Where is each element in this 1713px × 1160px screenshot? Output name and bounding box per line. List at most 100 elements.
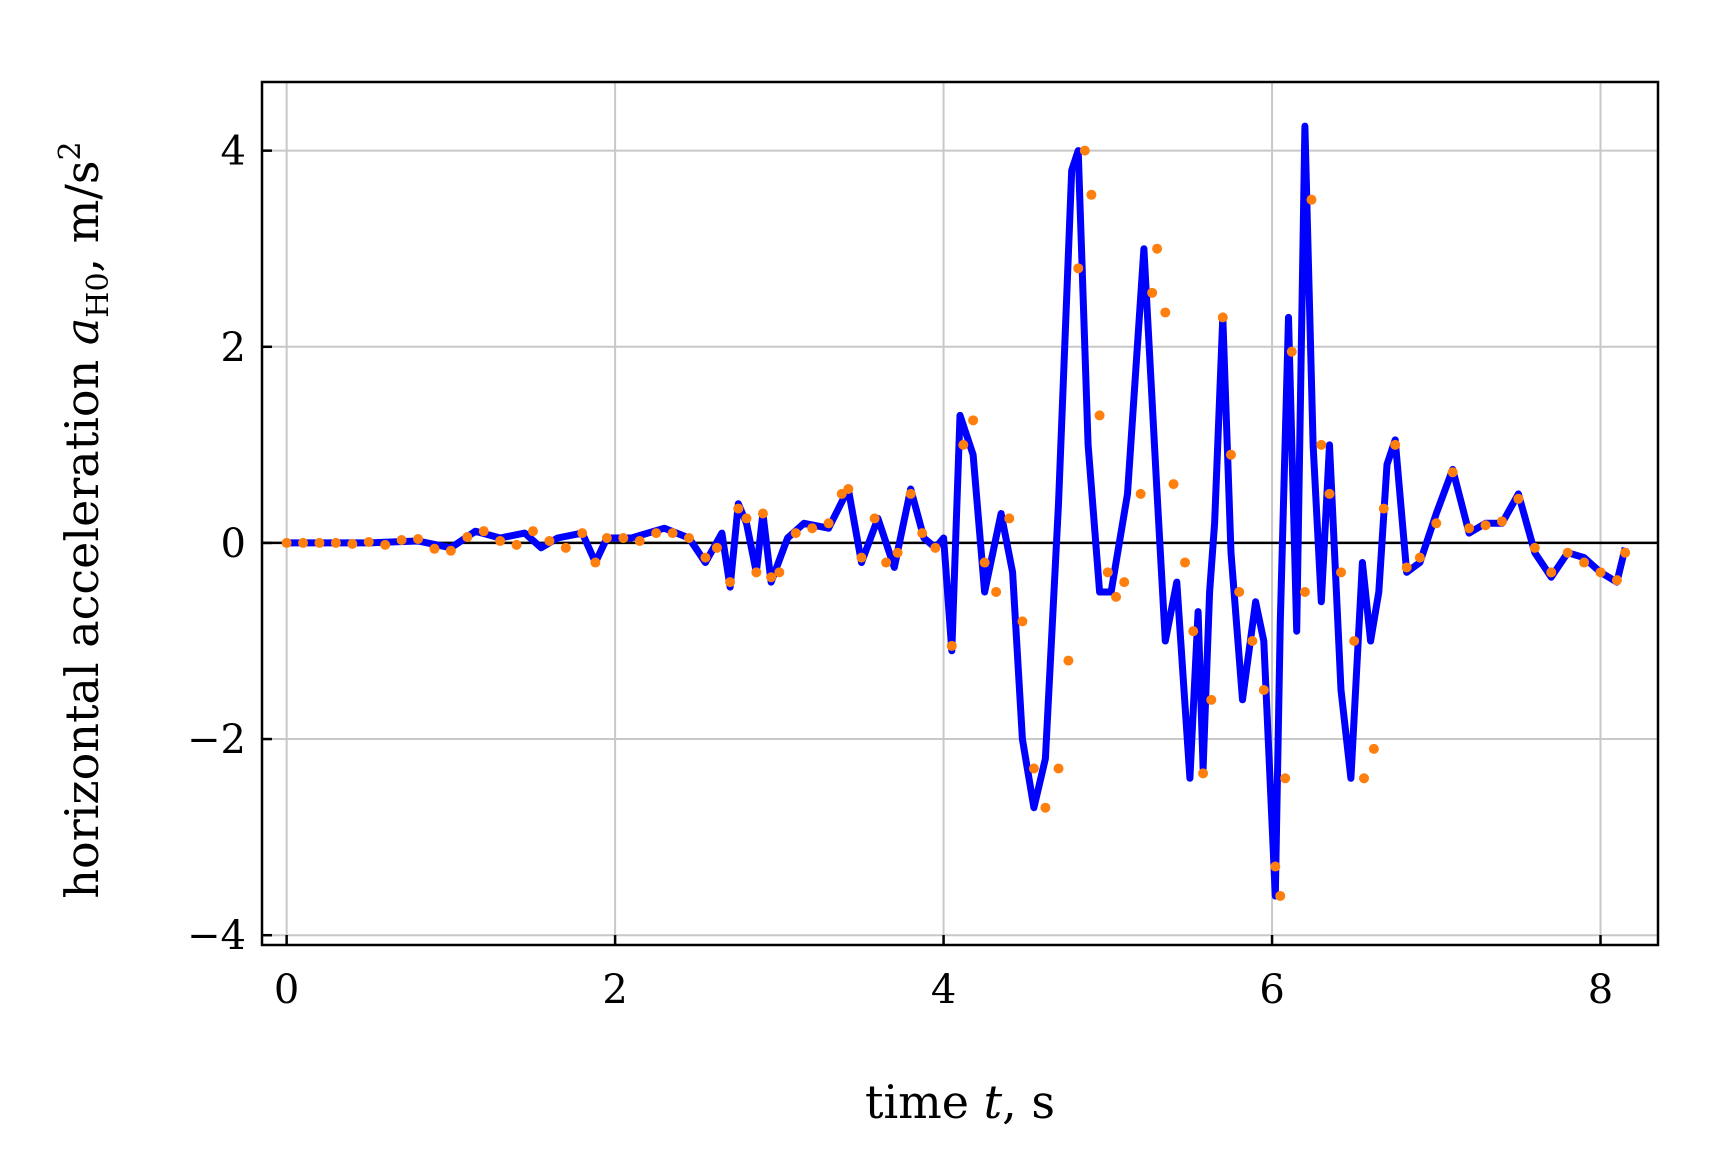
data-point <box>1620 547 1631 558</box>
data-point <box>577 528 588 539</box>
y-tick-label: 0 <box>221 521 246 567</box>
data-point <box>823 518 834 529</box>
data-point <box>1611 575 1622 586</box>
series-points <box>281 145 1631 901</box>
y-axis-label: horizontal acceleration aH0, m/s2 <box>53 141 116 898</box>
data-point <box>725 577 736 588</box>
series-line <box>286 122 1629 900</box>
data-point <box>1234 586 1245 597</box>
data-point <box>892 547 903 558</box>
data-point <box>1079 145 1090 156</box>
data-point <box>396 534 407 545</box>
data-point <box>1198 768 1209 779</box>
data-point <box>1280 773 1291 784</box>
data-point <box>1073 263 1084 274</box>
data-point <box>330 537 341 548</box>
x-tick-label: 4 <box>931 967 956 1013</box>
data-point <box>634 535 645 546</box>
data-point <box>1028 763 1039 774</box>
data-point <box>968 415 979 426</box>
data-point <box>881 557 892 568</box>
data-point <box>1286 346 1297 357</box>
data-point <box>495 535 506 546</box>
data-point <box>1040 802 1051 813</box>
data-point <box>1464 523 1475 534</box>
data-point <box>790 528 801 539</box>
y-tick-label: 2 <box>221 325 246 371</box>
data-point <box>1135 488 1146 499</box>
data-point <box>869 513 880 524</box>
x-tick-label: 6 <box>1259 967 1284 1013</box>
data-point <box>741 513 752 524</box>
data-point <box>601 533 612 544</box>
data-point <box>1258 685 1269 696</box>
data-point <box>807 523 818 534</box>
data-point <box>1247 635 1258 646</box>
data-point <box>1119 577 1130 588</box>
data-point <box>560 542 571 553</box>
data-point <box>856 552 867 563</box>
data-point <box>1349 635 1360 646</box>
data-point <box>1378 503 1389 514</box>
data-point <box>544 535 555 546</box>
data-point <box>1102 567 1113 578</box>
data-point <box>1270 861 1281 872</box>
x-axis-label: time t, s <box>865 1075 1055 1129</box>
data-point <box>1529 542 1540 553</box>
data-point <box>1447 467 1458 478</box>
data-point <box>1390 439 1401 450</box>
data-point <box>711 542 722 553</box>
data-point <box>667 528 678 539</box>
plot-frame <box>260 80 1660 947</box>
data-point <box>1431 518 1442 529</box>
y-tick-label: −2 <box>187 717 246 763</box>
data-point <box>1017 616 1028 627</box>
data-point <box>1306 194 1317 205</box>
data-point <box>1188 626 1199 637</box>
data-point <box>445 545 456 556</box>
data-point <box>1206 694 1217 705</box>
data-point <box>979 557 990 568</box>
data-point <box>991 586 1002 597</box>
data-point <box>700 552 711 563</box>
data-point <box>1368 743 1379 754</box>
data-point <box>618 533 629 544</box>
data-point <box>298 537 309 548</box>
data-point <box>1595 567 1606 578</box>
data-point <box>1053 763 1064 774</box>
data-point <box>1324 488 1335 499</box>
data-point <box>1480 520 1491 531</box>
data-point <box>1168 479 1179 490</box>
data-point <box>930 542 941 553</box>
data-point <box>1152 243 1163 254</box>
y-tick-label: −4 <box>187 913 246 959</box>
data-point <box>1160 307 1171 318</box>
data-point <box>1111 591 1122 602</box>
x-tick-label: 0 <box>274 967 299 1013</box>
data-point <box>1414 552 1425 563</box>
data-point <box>413 533 424 544</box>
data-point <box>958 439 969 450</box>
data-point <box>1004 513 1015 524</box>
data-point <box>511 539 522 550</box>
data-point <box>1496 516 1507 527</box>
data-point <box>1225 449 1236 460</box>
data-point <box>1086 189 1097 200</box>
data-point <box>766 572 777 583</box>
data-point <box>527 526 538 537</box>
data-point <box>363 536 374 547</box>
data-point <box>1579 557 1590 568</box>
data-point <box>757 508 768 519</box>
data-point <box>1147 287 1158 298</box>
data-point <box>917 528 928 539</box>
y-tick-label: 4 <box>221 129 246 175</box>
data-point <box>429 543 440 554</box>
data-point <box>478 526 489 537</box>
data-point <box>905 488 916 499</box>
data-point <box>590 557 601 568</box>
data-point <box>1180 557 1191 568</box>
x-tick-label: 2 <box>602 967 627 1013</box>
data-point <box>462 532 473 543</box>
data-point <box>1401 562 1412 573</box>
